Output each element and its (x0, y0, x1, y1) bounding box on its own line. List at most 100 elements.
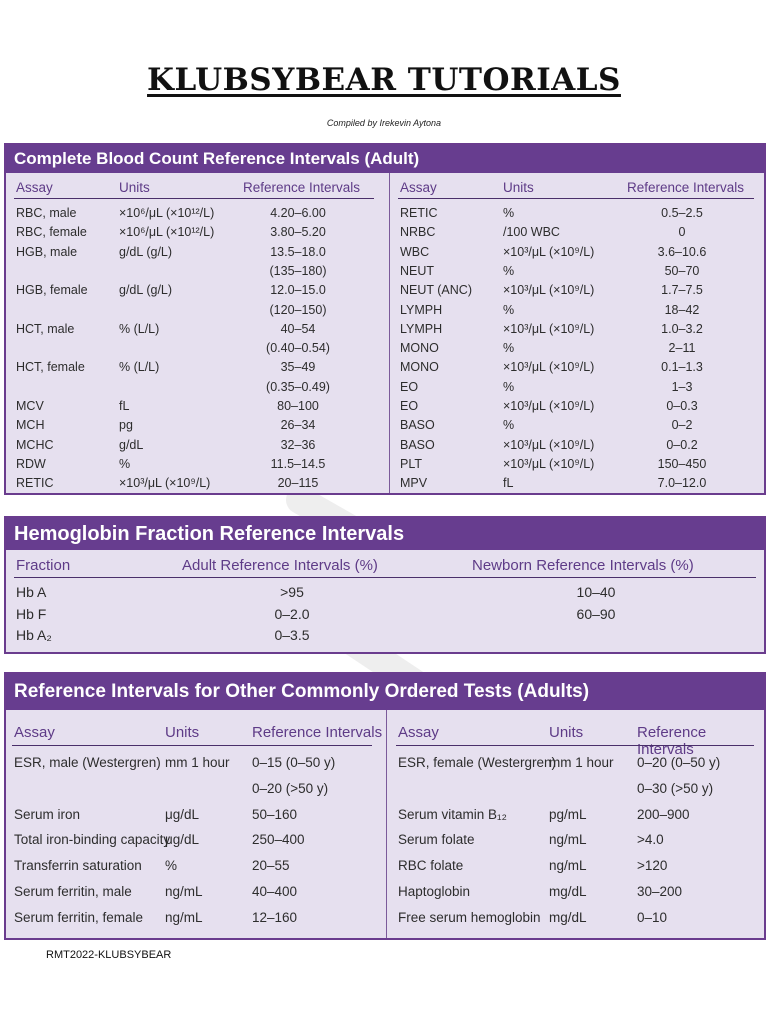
units-cell: mg/dL (549, 909, 587, 925)
assay-cell: EO (400, 399, 419, 413)
assay-cell: MONO (400, 360, 439, 375)
reference-cell: 40–54 (280, 321, 316, 336)
fraction-cell: Hb A (16, 584, 47, 600)
reference-cell: >4.0 (637, 832, 664, 848)
reference-cell: (0.35–0.49) (266, 379, 330, 394)
assay-cell: BASO (400, 418, 435, 433)
units-cell: g/dL (119, 437, 144, 452)
assay-cell: RBC, female (16, 225, 87, 240)
reference-cell: 12–160 (252, 909, 298, 925)
reference-cell: 11.5–14.5 (270, 456, 326, 471)
reference-cell: 7.0–12.0 (657, 476, 707, 491)
units-cell: g/dL (g/L) (119, 244, 173, 259)
column-header: Assay (14, 724, 55, 741)
units-cell: ×10³/μL (×10⁹/L) (503, 244, 595, 259)
reference-cell: 35–49 (280, 360, 316, 375)
reference-cell: 150–450 (657, 456, 707, 471)
units-cell: ×10³/μL (×10⁹/L) (503, 456, 595, 471)
reference-cell: (135–180) (269, 263, 327, 278)
units-cell: % (503, 341, 515, 356)
assay-cell: RBC, male (16, 206, 77, 220)
reference-cell: 2–11 (668, 341, 696, 356)
assay-cell: WBC (400, 244, 430, 259)
reference-cell: 32–36 (280, 437, 316, 452)
reference-cell: 26–34 (280, 418, 316, 433)
assay-cell: Serum vitamin B₁₂ (398, 806, 507, 822)
column-divider (386, 710, 387, 938)
column-header: Newborn Reference Intervals (%) (472, 557, 694, 574)
reference-cell: 30–200 (637, 884, 683, 899)
column-header: Reference Intervals (627, 180, 745, 195)
reference-cell: 0–15 (0–50 y) (252, 755, 336, 770)
reference-cell: 80–100 (277, 399, 319, 413)
adult-interval-cell: 0–2.0 (274, 605, 310, 622)
units-cell: ng/mL (549, 832, 587, 848)
reference-cell: 4.20–6.00 (270, 206, 326, 220)
assay-cell: MCH (16, 418, 45, 433)
page-title: KLUBSYBEAR TUTORIALS (147, 62, 621, 98)
reference-cell: 20–55 (252, 858, 290, 874)
units-cell: ×10⁶/μL (×10¹²/L) (119, 225, 215, 240)
units-cell: ng/mL (549, 858, 587, 874)
reference-cell: 0.1–1.3 (661, 360, 703, 375)
assay-cell: MCHC (16, 437, 54, 452)
footer-text: RMT2022-KLUBSYBEAR (46, 949, 172, 961)
assay-cell: LYMPH (400, 321, 443, 336)
header-underline (14, 198, 374, 199)
column-header: Units (119, 180, 150, 195)
units-cell: μg/dL (165, 832, 200, 848)
other-panel-title: Reference Intervals for Other Commonly O… (6, 674, 764, 710)
assay-cell: Total iron-binding capacity (14, 832, 171, 848)
reference-cell: (120–150) (269, 302, 327, 317)
assay-cell: EO (400, 379, 419, 394)
units-cell: ×10³/μL (×10⁹/L) (503, 360, 595, 375)
reference-cell: 18–42 (664, 302, 700, 317)
reference-cell: 0–0.3 (666, 399, 698, 413)
reference-cell: 1–3 (671, 379, 693, 394)
assay-cell: HCT, female (16, 360, 85, 375)
assay-cell: MPV (400, 476, 428, 491)
assay-cell: ESR, female (Westergren) (398, 755, 557, 770)
assay-cell: RETIC (16, 476, 54, 491)
units-cell: ×10³/μL (×10⁹/L) (503, 283, 595, 298)
units-cell: % (L/L) (119, 321, 160, 336)
units-cell: ×10³/μL (×10⁹/L) (503, 437, 595, 452)
reference-cell: 0.5–2.5 (661, 206, 703, 220)
reference-cell: 0–10 (637, 909, 668, 925)
reference-cell: 200–900 (637, 806, 690, 822)
units-cell: ng/mL (165, 909, 203, 925)
units-cell: mm 1 hour (549, 755, 614, 770)
assay-cell: ESR, male (Westergren) (14, 755, 161, 770)
column-header: Assay (400, 180, 437, 195)
units-cell: fL (503, 476, 514, 491)
adult-interval-cell: >95 (280, 584, 304, 600)
column-header: Assay (16, 180, 53, 195)
column-header: Units (549, 724, 584, 741)
units-cell: pg (119, 418, 133, 433)
units-cell: /100 WBC (503, 225, 560, 240)
reference-cell: 0–2 (671, 418, 693, 433)
units-cell: g/dL (g/L) (119, 283, 173, 298)
hb-panel: Hemoglobin Fraction Reference Intervals … (4, 516, 766, 654)
assay-cell: NRBC (400, 225, 436, 240)
header-underline (398, 198, 754, 199)
assay-cell: RDW (16, 456, 46, 471)
assay-cell: Serum folate (398, 832, 475, 848)
units-cell: % (503, 418, 515, 433)
reference-cell: (0.40–0.54) (266, 341, 330, 356)
reference-cell: >120 (637, 858, 668, 874)
units-cell: mm 1 hour (165, 755, 230, 770)
reference-cell: 1.7–7.5 (661, 283, 703, 298)
assay-cell: Serum ferritin, male (14, 884, 132, 899)
units-cell: % (119, 456, 131, 471)
fraction-cell: Hb F (16, 605, 47, 622)
units-cell: % (503, 206, 515, 220)
assay-cell: Transferrin saturation (14, 858, 142, 874)
units-cell: % (L/L) (119, 360, 160, 375)
units-cell: % (503, 302, 515, 317)
assay-cell: Haptoglobin (398, 884, 471, 899)
reference-cell: 0 (678, 225, 686, 240)
assay-cell: Serum ferritin, female (14, 909, 144, 925)
units-cell: ×10³/μL (×10⁹/L) (503, 321, 595, 336)
units-cell: ×10⁶/μL (×10¹²/L) (119, 206, 215, 220)
